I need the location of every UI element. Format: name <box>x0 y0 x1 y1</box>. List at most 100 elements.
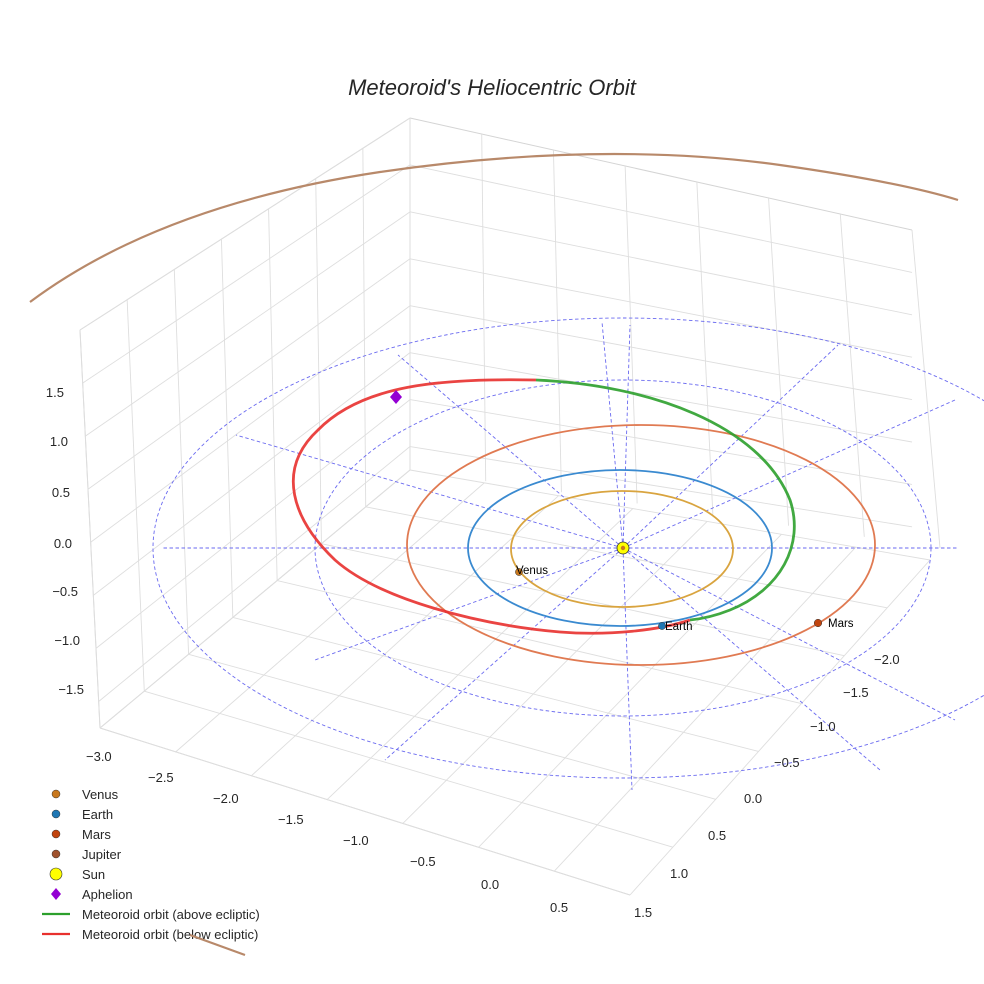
legend-venus-marker <box>51 789 61 799</box>
polar-radial-line <box>622 547 633 791</box>
earth-marker <box>658 622 666 630</box>
floor-grid-line <box>365 506 888 609</box>
y-tick-label: −1.0 <box>810 719 836 734</box>
left-pane-grid-line <box>82 164 411 384</box>
floor-grid-line <box>409 469 931 561</box>
left-pane-grid-line <box>79 329 101 729</box>
grid-lines <box>79 117 941 896</box>
back-pane-grid-line <box>481 133 487 482</box>
venus-marker <box>515 568 523 576</box>
x-tick-label: 0.5 <box>550 900 568 915</box>
back-pane-grid-line <box>409 399 913 485</box>
legend-aphelion-marker <box>51 888 61 900</box>
back-pane-top-edge <box>409 117 913 231</box>
back-pane-grid-line <box>409 305 913 401</box>
mars-label: Mars <box>828 618 854 630</box>
y-tick-label: 1.5 <box>634 905 652 920</box>
back-pane-grid-line <box>552 149 562 493</box>
left-pane-grid-line <box>98 446 411 702</box>
floor-grid-line <box>478 533 782 848</box>
left-pane-grid-line <box>95 399 411 649</box>
legend-jupiter-marker <box>51 849 61 859</box>
left-pane-grid-line <box>126 299 145 692</box>
floor-grid-line <box>99 469 411 729</box>
back-pane-grid-line <box>409 446 913 528</box>
legend-label: Meteoroid orbit (above ecliptic) <box>82 907 260 922</box>
y-tick-label: 1.0 <box>670 866 688 881</box>
legend-label: Earth <box>82 807 113 822</box>
floor-grid-line <box>175 482 485 753</box>
floor-grid-line <box>277 580 802 705</box>
floor-grid-line <box>251 495 559 777</box>
left-pane-grid-line <box>79 117 411 331</box>
z-tick-label: 0.0 <box>54 536 72 551</box>
axes-panes <box>79 117 941 896</box>
left-pane-grid-line <box>362 148 367 507</box>
polar-radial-line <box>622 344 839 549</box>
floor-grid-line <box>553 546 857 872</box>
back-pane-grid-line <box>696 181 714 515</box>
legend-label: Mars <box>82 827 111 842</box>
x-tick-label: −2.5 <box>148 770 174 785</box>
z-tick-label: −1.0 <box>54 633 80 648</box>
floor-grid-line <box>629 559 931 896</box>
y-tick-label: −1.5 <box>843 685 869 700</box>
x-tick-label: 0.0 <box>481 877 499 892</box>
back-pane-grid-line <box>911 229 941 549</box>
legend-label: Aphelion <box>82 887 133 902</box>
meteoroid-orbit-below-ecliptic <box>292 378 691 635</box>
polar-radial-line <box>314 547 624 661</box>
z-tick-label: −1.5 <box>58 682 84 697</box>
y-tick-label: −0.5 <box>774 755 800 770</box>
polar-radial-line <box>622 324 631 549</box>
back-pane-grid-line <box>768 197 790 526</box>
polar-radial-line <box>622 547 956 721</box>
planet-orbits <box>29 152 959 666</box>
polar-radial-line <box>601 321 624 549</box>
mars-marker <box>813 618 823 628</box>
y-tick-label: −2.0 <box>874 652 900 667</box>
x-tick-label: −1.5 <box>278 812 304 827</box>
venus-orbit <box>510 490 734 608</box>
back-pane-grid-line <box>409 352 913 443</box>
z-tick-label: 0.5 <box>52 485 70 500</box>
left-pane-grid-line <box>315 178 322 544</box>
sun-center-dot <box>620 545 626 551</box>
back-pane-grid-line <box>624 165 638 504</box>
left-pane-grid-line <box>93 352 411 596</box>
x-tick-label: −1.0 <box>343 833 369 848</box>
mars-orbit <box>406 424 876 666</box>
celestial-bodies: Venus Earth Mars <box>390 390 854 633</box>
aphelion-marker <box>390 390 402 404</box>
polar-radial-line <box>622 547 881 771</box>
y-tick-label: 0.0 <box>744 791 762 806</box>
jupiter-orbit <box>29 152 959 303</box>
floor-grid-line <box>402 521 708 824</box>
left-pane-grid-line <box>90 305 411 543</box>
z-tick-label: −0.5 <box>52 584 78 599</box>
legend-mars-marker <box>51 829 61 839</box>
back-pane-grid-line <box>409 164 913 273</box>
x-tick-label: −2.0 <box>213 791 239 806</box>
polar-radial-line <box>384 547 624 761</box>
polar-radial-line <box>622 399 956 549</box>
meteoroid-orbit <box>292 378 796 635</box>
x-tick-label: −3.0 <box>86 749 112 764</box>
jupiter-orbit-lower-fragment <box>189 933 246 957</box>
polar-radial-line <box>397 354 624 549</box>
floor-grid-line <box>144 690 673 848</box>
y-tick-label: 0.5 <box>708 828 726 843</box>
venus-label: Venus <box>516 565 548 577</box>
legend-label: Sun <box>82 867 105 882</box>
legend-label: Venus <box>82 787 119 802</box>
polar-radial-line <box>235 434 624 549</box>
left-pane-grid-line <box>268 208 278 581</box>
floor-grid-line <box>321 543 845 657</box>
z-tick-label: 1.5 <box>46 385 64 400</box>
legend-sun-marker <box>49 867 63 881</box>
left-pane-grid-line <box>220 239 234 618</box>
legend-label: Meteoroid orbit (below ecliptic) <box>82 927 258 942</box>
legend-label: Jupiter <box>82 847 122 862</box>
back-pane-grid-line <box>839 213 865 537</box>
